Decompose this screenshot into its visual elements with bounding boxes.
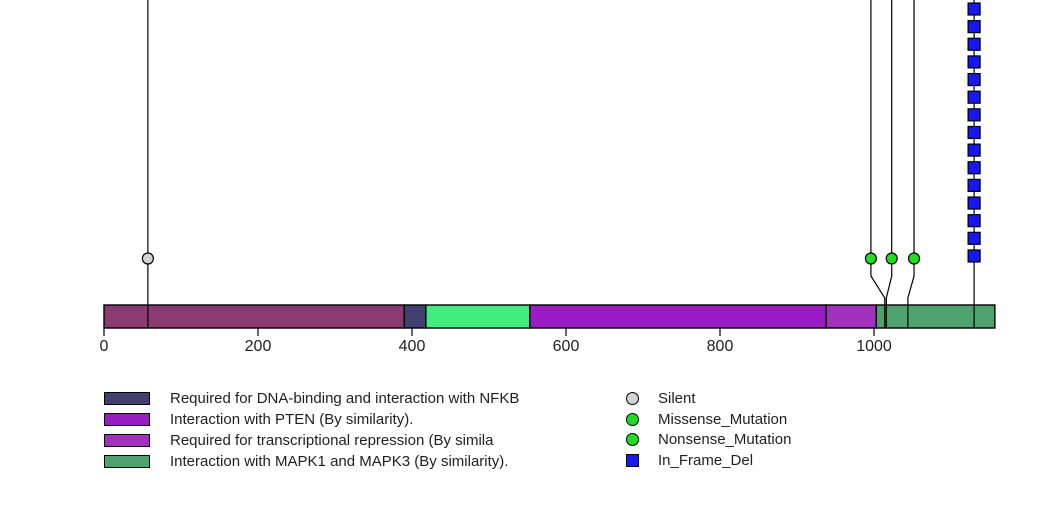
in-frame-del-marker-7 — [967, 125, 981, 140]
mutation-legend-row-1: Missense_Mutation — [626, 410, 788, 428]
mutation-legend-circle-icon-0 — [626, 392, 639, 405]
domain-legend-label-0: Required for DNA-binding and interaction… — [170, 390, 520, 407]
mutation-legend-circle-icon-1 — [626, 412, 639, 426]
in-frame-del-marker-4 — [967, 72, 981, 87]
domain-legend-swatch-1 — [104, 413, 150, 426]
in-frame-del-marker-0 — [967, 2, 981, 16]
in-frame-del-marker-5 — [967, 90, 981, 104]
domain-segment-5 — [875, 304, 996, 329]
mutation-legend-row-2: Nonsense_Mutation — [626, 431, 792, 448]
domain-legend-swatch-0 — [104, 392, 150, 405]
domain-segment-4 — [825, 304, 878, 329]
in-frame-del-marker-14 — [967, 249, 981, 263]
domain-legend-label-1: Interaction with PTEN (By similarity). — [170, 411, 414, 428]
silent-marker — [141, 252, 154, 265]
domain-legend-swatch-3 — [104, 455, 150, 468]
domain-legend-swatch-2 — [104, 434, 150, 447]
axis-tick-label-400: 400 — [399, 338, 426, 355]
in-frame-del-marker-11 — [967, 196, 981, 210]
domain-legend-row-1: Interaction with PTEN (By similarity). — [104, 411, 414, 428]
axis-tick-label-600: 600 — [553, 338, 580, 355]
missense-marker-2 — [885, 252, 898, 265]
mutation-legend-row-3: In_Frame_Del — [626, 451, 754, 469]
mutation-legend-label-2: Nonsense_Mutation — [658, 431, 792, 448]
in-frame-del-marker-13 — [967, 231, 981, 245]
in-frame-del-marker-8 — [967, 143, 981, 157]
in-frame-del-marker-6 — [967, 108, 981, 122]
axis-tick-label-200: 200 — [245, 338, 272, 355]
mutation-legend-circle-icon-2 — [626, 433, 639, 446]
mutation-legend-square-icon-3 — [626, 453, 639, 467]
domain-legend-row-2: Required for transcriptional repression … — [104, 432, 494, 449]
missense-marker-1 — [864, 252, 878, 265]
domain-segment-0 — [103, 304, 405, 329]
mutation-legend-label-1: Missense_Mutation — [658, 410, 788, 428]
in-frame-del-marker-12 — [967, 214, 981, 228]
missense-marker-3 — [907, 252, 921, 265]
mutation-legend-row-0: Silent — [626, 390, 696, 407]
domain-segment-2 — [425, 304, 531, 329]
domain-legend-label-3: Interaction with MAPK1 and MAPK3 (By sim… — [170, 453, 509, 470]
axis-tick-label-800: 800 — [707, 338, 734, 355]
domain-segment-3 — [529, 304, 827, 329]
domain-legend-row-3: Interaction with MAPK1 and MAPK3 (By sim… — [104, 453, 509, 470]
domain-legend-row-0: Required for DNA-binding and interaction… — [104, 390, 520, 407]
domain-segment-1 — [403, 304, 427, 329]
domain-legend-label-2: Required for transcriptional repression … — [170, 432, 494, 449]
mutation-stick-1 — [870, 0, 886, 328]
mutation-legend-label-0: Silent — [658, 390, 696, 407]
axis-tick-label-1000: 1000 — [856, 338, 892, 355]
in-frame-del-marker-2 — [967, 37, 981, 51]
mutation-stick-2 — [885, 0, 893, 328]
in-frame-del-marker-1 — [967, 20, 981, 34]
mutation-stick-3 — [907, 0, 915, 328]
in-frame-del-marker-3 — [967, 55, 981, 69]
in-frame-del-marker-9 — [967, 161, 981, 175]
mutation-legend-label-3: In_Frame_Del — [658, 451, 754, 469]
axis-tick-label-0: 0 — [100, 338, 109, 355]
in-frame-del-marker-10 — [967, 178, 981, 192]
